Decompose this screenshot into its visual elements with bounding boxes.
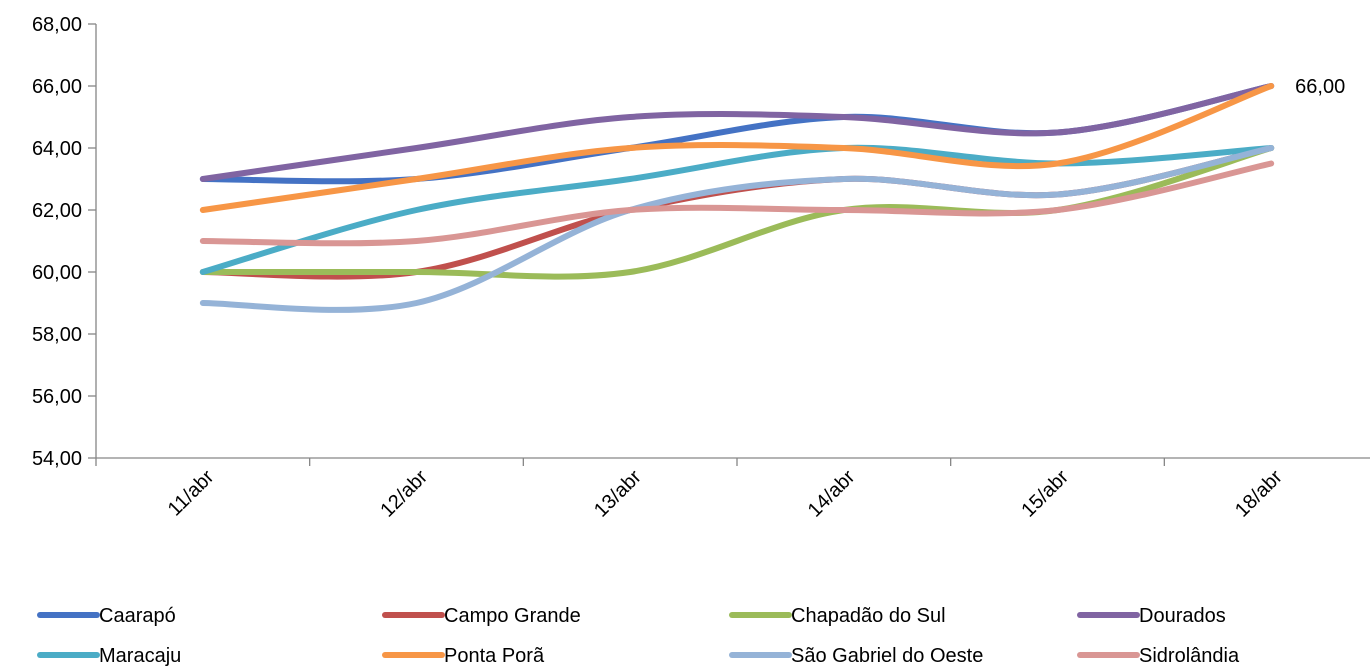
x-tick-label: 15/abr [1017, 466, 1073, 522]
x-tick-label: 12/abr [376, 466, 432, 522]
legend-label: Chapadão do Sul [791, 605, 946, 627]
series-line-campo-grande [199, 145, 1275, 280]
legend-label: Sidrolândia [1139, 645, 1240, 667]
x-tick-label: 13/abr [590, 466, 646, 522]
series-line-chapadao-do-sul [199, 145, 1275, 280]
series-line-sidrolandia [199, 160, 1275, 247]
legend-label: Campo Grande [444, 605, 581, 627]
series-line-sao-gabriel-do-oeste [199, 145, 1275, 313]
y-tick-label: 54,00 [32, 448, 82, 470]
y-ticks: 54,00 56,00 58,00 60,00 62,00 64,00 66,00 68,00 [32, 14, 96, 470]
y-tick-label: 58,00 [32, 324, 82, 346]
y-tick-label: 62,00 [32, 200, 82, 222]
legend-label: Dourados [1139, 605, 1226, 627]
legend-label: Maracaju [99, 645, 181, 667]
legend-label: Caarapó [99, 605, 176, 627]
x-tick-label: 18/abr [1231, 466, 1287, 522]
legend-label: São Gabriel do Oeste [791, 645, 983, 667]
series-line-dourados [199, 83, 1275, 182]
y-tick-label: 66,00 [32, 76, 82, 98]
data-label: 66,00 [1295, 76, 1345, 98]
series-lines [199, 83, 1275, 313]
series-line-maracaju [199, 144, 1275, 275]
y-tick-label: 64,00 [32, 138, 82, 160]
legend: Caarapó Campo Grande Chapadão do Sul Dourad… [37, 605, 1240, 667]
series-line-caarapo [199, 83, 1275, 185]
x-tick-label: 11/abr [164, 466, 219, 521]
y-tick-label: 68,00 [32, 14, 82, 36]
data-labels: 66,00 [1295, 76, 1345, 98]
y-tick-label: 60,00 [32, 262, 82, 284]
series-line-ponta-pora [199, 83, 1275, 213]
x-ticks: 11/abr 12/abr 13/abr 14/abr 15/abr 18/abr [95, 458, 1287, 522]
y-tick-label: 56,00 [32, 386, 82, 408]
x-tick-label: 14/abr [804, 466, 860, 522]
legend-label: Ponta Porã [444, 645, 545, 667]
